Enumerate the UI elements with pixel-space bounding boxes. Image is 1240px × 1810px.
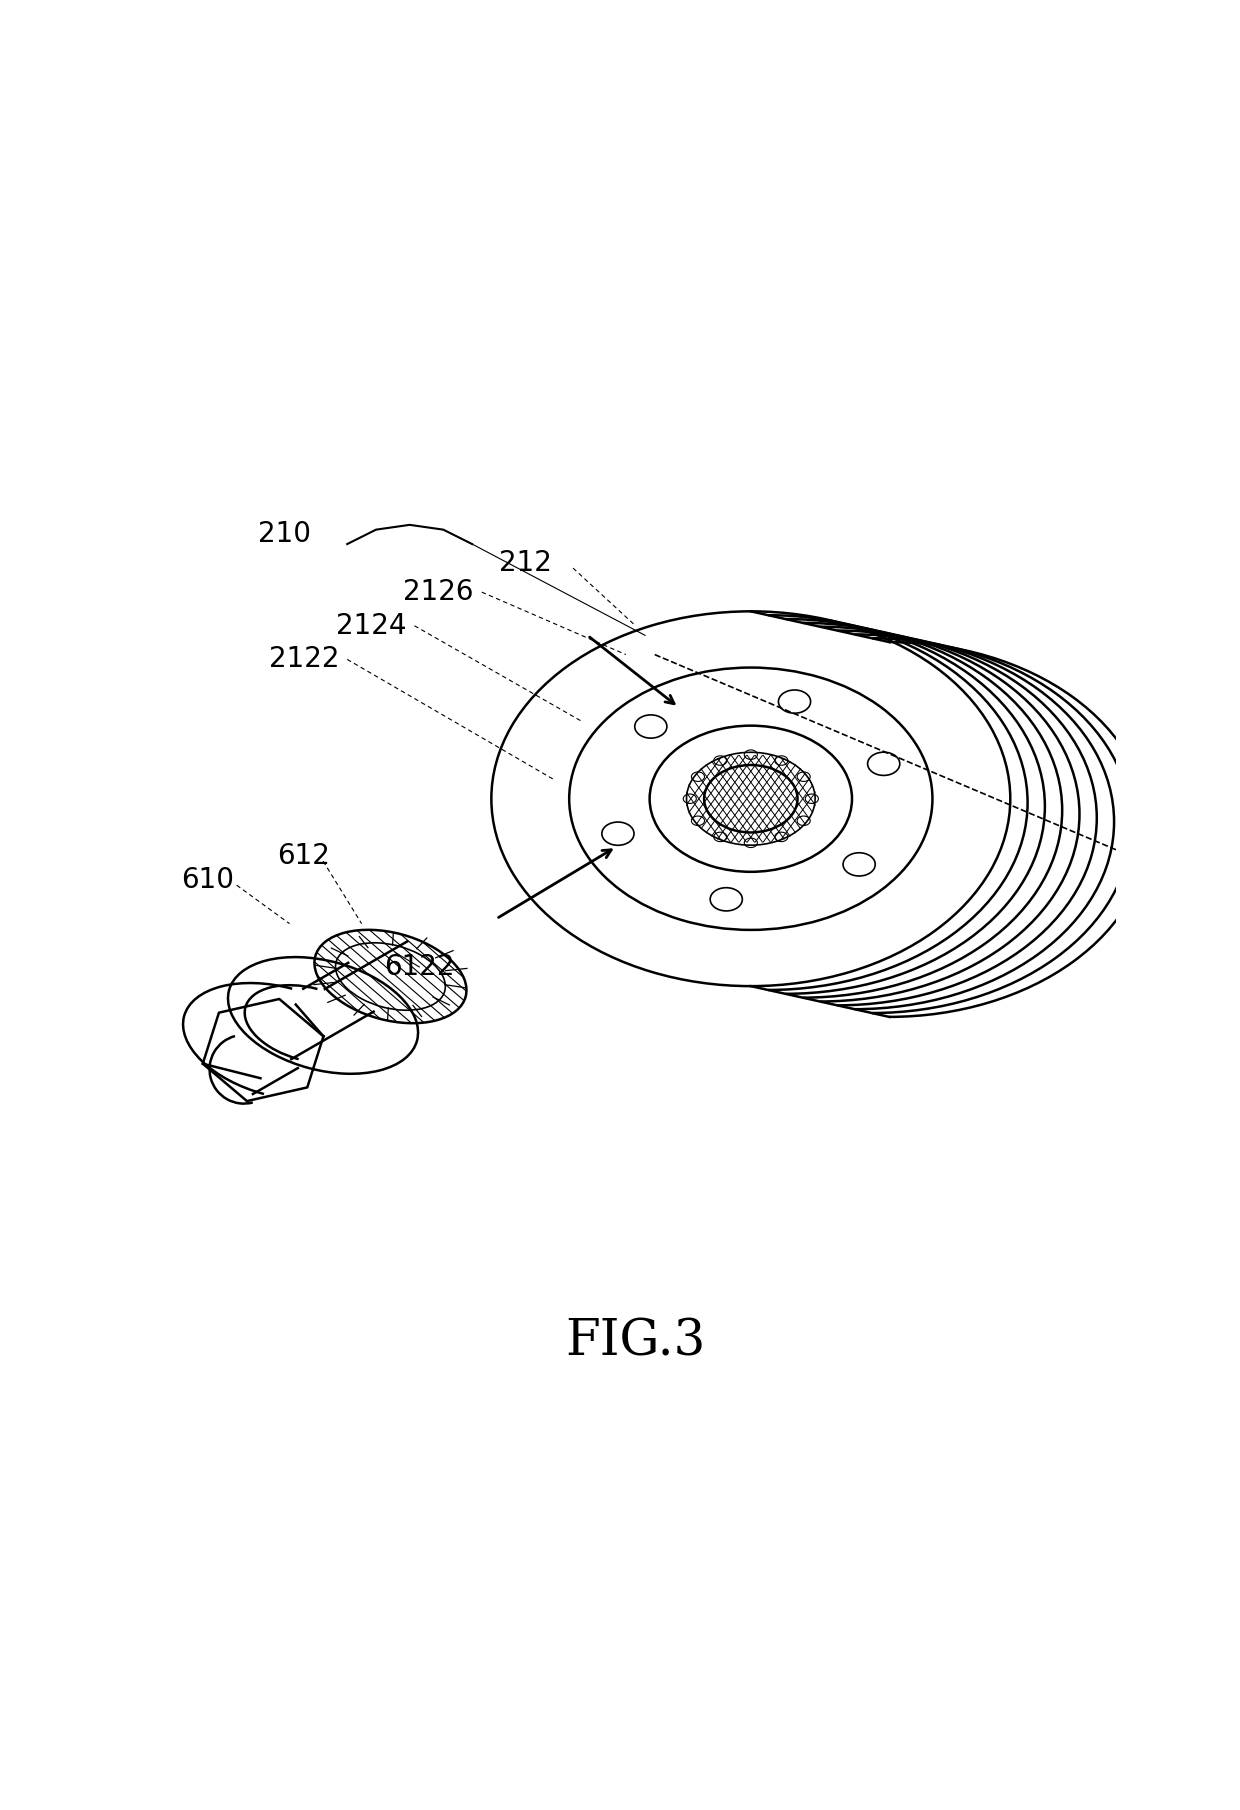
Text: 6122: 6122 bbox=[384, 952, 455, 981]
Ellipse shape bbox=[315, 930, 466, 1023]
Text: 210: 210 bbox=[258, 521, 311, 548]
Text: 212: 212 bbox=[498, 548, 552, 577]
Text: 612: 612 bbox=[278, 842, 330, 871]
Text: 2126: 2126 bbox=[403, 577, 474, 606]
Ellipse shape bbox=[686, 751, 816, 845]
Text: 2122: 2122 bbox=[269, 646, 340, 673]
Text: FIG.3: FIG.3 bbox=[565, 1318, 706, 1367]
Text: 610: 610 bbox=[181, 867, 234, 894]
Text: 2124: 2124 bbox=[336, 612, 407, 639]
